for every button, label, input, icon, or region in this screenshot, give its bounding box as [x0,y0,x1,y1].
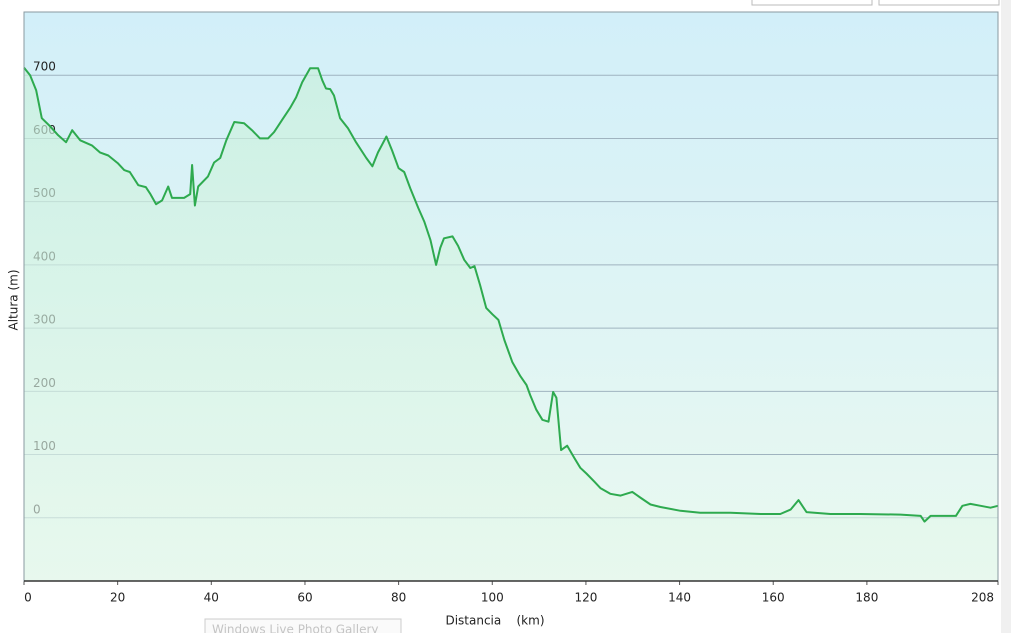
tooltip-box [204,618,402,633]
x-tick-label: 20 [110,591,125,605]
toolbar-button[interactable] [751,0,873,6]
elevation-line [23,66,999,523]
x-tick-label: 0 [24,591,32,605]
area [24,67,998,582]
x-tick-label: 208 [971,591,994,605]
x-tick-label: 40 [204,591,219,605]
scrollbar [1001,0,1011,633]
x-tick-label: 160 [762,591,785,605]
x-tick-label: 120 [574,591,597,605]
x-tick-label: 100 [481,591,504,605]
x-axis-label: Distancia (km) [445,614,544,628]
x-tick-label: 180 [855,591,878,605]
tooltip-text: Windows Live Photo Gallery [212,623,378,633]
tooltip: Windows Live Photo Gallery [204,618,402,633]
x-tick-label: 60 [297,591,312,605]
y-axis-label: Altura (m) [7,269,21,330]
toolbar-button[interactable] [878,0,1000,6]
x-tick-label: 140 [668,591,691,605]
y-tick-label: 700 [33,60,56,74]
x-tick-label: 80 [391,591,406,605]
